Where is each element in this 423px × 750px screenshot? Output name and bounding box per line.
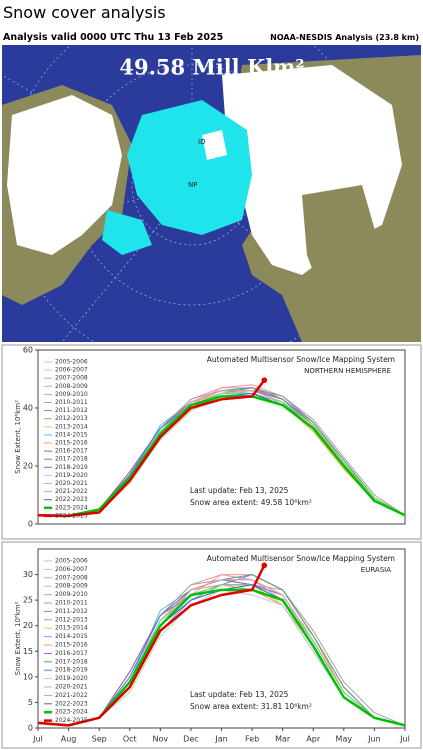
chart-subtitle: NORTHERN HEMISPHERE — [304, 367, 391, 375]
latest-point — [261, 562, 268, 569]
legend-label: 2006-2007 — [55, 367, 88, 374]
chart-background — [1, 541, 422, 749]
legend-label: 2017-2018 — [55, 658, 88, 665]
x-tick-label: Oct — [123, 735, 137, 744]
page-title: Snow cover analysis — [3, 3, 166, 22]
legend-label: 2024-2025 — [55, 717, 88, 724]
chart-subtitle: EURASIA — [361, 566, 391, 574]
legend-label: 2020-2021 — [55, 480, 88, 487]
x-tick-label: Jan — [214, 735, 227, 744]
legend-label: 2014-2015 — [55, 431, 88, 438]
sea-ice — [102, 210, 152, 255]
annotation: Snow area extent: 31.81 10⁶km² — [190, 702, 312, 711]
legend-label: 2018-2019 — [55, 464, 88, 471]
legend-label: 2009-2010 — [55, 591, 88, 598]
legend-label: 2018-2019 — [55, 667, 88, 674]
legend-label: 2012-2013 — [55, 616, 88, 623]
legend-label: 2020-2021 — [55, 684, 88, 691]
map-marker: ID — [198, 138, 205, 146]
legend-label: 2016-2017 — [55, 650, 88, 657]
legend-label: 2015-2016 — [55, 642, 88, 649]
x-tick-label: Apr — [306, 735, 321, 744]
x-tick-label: Dec — [183, 735, 198, 744]
y-tick-label: 40 — [23, 404, 33, 413]
charts: 0 20 40 60 Snow Extent, 10⁶km² Automated Mult… — [1, 344, 422, 749]
legend-label: 2008-2009 — [55, 383, 88, 390]
y-axis-label: Snow Extent, 10⁶km² — [14, 601, 22, 675]
annotation: Last update: Feb 13, 2025 — [190, 486, 289, 495]
y-tick-label: 30 — [23, 570, 33, 579]
legend-label: 2005-2006 — [55, 359, 88, 366]
legend-label: 2006-2007 — [55, 566, 88, 573]
legend-label: 2008-2009 — [55, 583, 88, 590]
chart-title: Automated Multisensor Snow/Ice Mapping S… — [207, 554, 395, 563]
legend-label: 2016-2017 — [55, 448, 88, 455]
x-tick-label: Jul — [399, 735, 410, 744]
legend-label: 2007-2008 — [55, 574, 88, 581]
snow-map: 49.58 Mill Klm² ID NP — [2, 45, 421, 342]
x-tick-label: Sep — [92, 735, 107, 744]
header: Snow cover analysis Analysis valid 0000 … — [0, 0, 423, 45]
legend-label: 2009-2010 — [55, 391, 88, 398]
legend-label: 2021-2022 — [55, 692, 88, 699]
legend-label: 2011-2012 — [55, 608, 88, 615]
legend-label: 2007-2008 — [55, 375, 88, 382]
plot-frame — [37, 349, 406, 525]
y-tick-label: 20 — [23, 621, 33, 630]
annotation: Snow area extent: 49.58 10⁶km² — [190, 498, 312, 507]
series-line — [37, 395, 406, 518]
map-marker: NP — [188, 181, 197, 189]
valid-time: Analysis valid 0000 UTC Thu 13 Feb 2025 — [3, 32, 224, 43]
series-line — [37, 379, 266, 518]
legend-label: 2013-2014 — [55, 423, 88, 430]
legend-label: 2024-2025 — [55, 512, 88, 519]
land — [302, 185, 382, 305]
latest-point — [261, 377, 268, 384]
annotation: Last update: Feb 13, 2025 — [190, 690, 289, 699]
legend-label: 2022-2023 — [55, 700, 88, 707]
legend-label: 2011-2012 — [55, 407, 88, 414]
y-tick-label: 25 — [23, 596, 33, 605]
map-label: 49.58 Mill Klm² — [119, 55, 304, 80]
legend-label: 2021-2022 — [55, 488, 88, 495]
snow — [7, 95, 122, 255]
y-tick-label: 60 — [23, 346, 33, 355]
source: NOAA-NESDIS Analysis (23.8 km) — [270, 33, 419, 42]
x-tick-label: Jul — [32, 735, 43, 744]
legend-label: 2019-2020 — [55, 675, 88, 682]
legend-label: 2019-2020 — [55, 472, 88, 479]
x-tick-label: Aug — [61, 735, 77, 744]
legend-label: 2022-2023 — [55, 496, 88, 503]
legend-label: 2012-2013 — [55, 415, 88, 422]
x-tick-label: Jun — [367, 735, 381, 744]
x-tick-label: Nov — [153, 735, 169, 744]
legend-label: 2010-2011 — [55, 399, 88, 406]
y-tick-label: 20 — [23, 462, 33, 471]
legend-label: 2013-2014 — [55, 625, 88, 632]
legend-label: 2014-2015 — [55, 633, 88, 640]
x-tick-label: Feb — [245, 735, 259, 744]
y-tick-label: 0 — [28, 520, 33, 529]
y-tick-label: 0 — [28, 724, 33, 733]
snow — [202, 130, 227, 160]
legend-label: 2010-2011 — [55, 600, 88, 607]
chart-title: Automated Multisensor Snow/Ice Mapping S… — [207, 355, 395, 364]
x-tick-label: Mar — [275, 735, 291, 744]
legend-label: 2023-2024 — [55, 504, 88, 511]
y-axis-label: Snow Extent, 10⁶km² — [14, 400, 22, 474]
y-tick-label: 10 — [23, 672, 33, 681]
y-tick-label: 15 — [23, 647, 33, 656]
y-tick-label: 5 — [28, 698, 33, 707]
legend-label: 2017-2018 — [55, 456, 88, 463]
chart-background — [1, 344, 422, 540]
series-line — [37, 564, 266, 727]
x-tick-label: May — [336, 735, 353, 744]
legend-label: 2005-2006 — [55, 558, 88, 565]
legend-label: 2023-2024 — [55, 709, 88, 716]
legend-label: 2015-2016 — [55, 440, 88, 447]
